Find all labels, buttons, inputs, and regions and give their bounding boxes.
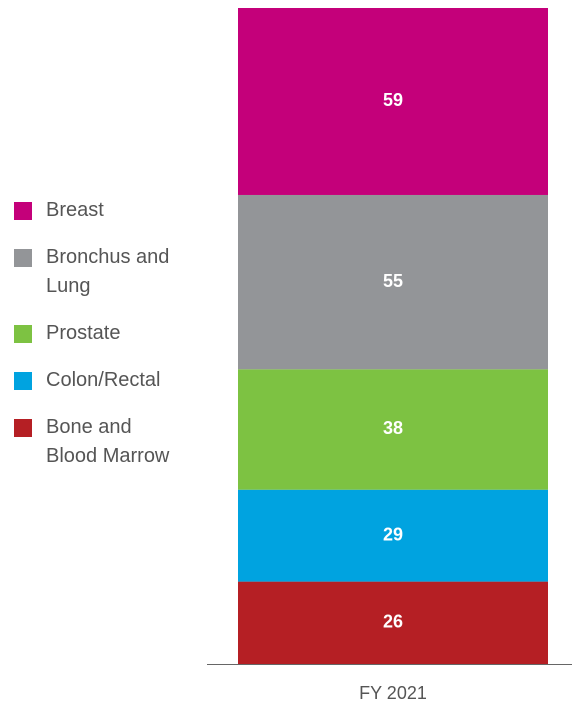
value-label: 38 <box>383 418 403 438</box>
legend-item: Breast <box>14 196 174 225</box>
legend-swatch <box>14 202 32 220</box>
legend-swatch <box>14 372 32 390</box>
bar-segment <box>238 369 548 490</box>
legend-swatch <box>14 325 32 343</box>
legend-item: Prostate <box>14 319 174 348</box>
legend-item: Bronchus and Lung <box>14 243 174 301</box>
legend-swatch <box>14 249 32 267</box>
legend-label: Colon/Rectal <box>46 369 161 391</box>
legend-label: Bronchus and Lung <box>46 246 170 297</box>
bar-segment <box>238 8 548 195</box>
value-label: 29 <box>383 524 403 544</box>
legend-item: Bone and Blood Marrow <box>14 413 174 471</box>
x-tick-label: FY 2021 <box>359 683 427 703</box>
value-label: 26 <box>383 612 403 632</box>
legend-label: Breast <box>46 199 104 221</box>
legend-item: Colon/Rectal <box>14 366 174 395</box>
legend: Breast Bronchus and Lung Prostate Colon/Rec… <box>14 196 174 471</box>
bar-segment <box>238 581 548 664</box>
legend-label: Prostate <box>46 322 121 344</box>
bar-segment <box>238 194 548 370</box>
legend-swatch <box>14 419 32 437</box>
value-label: 55 <box>383 271 403 291</box>
legend-label: Bone and Blood Marrow <box>46 416 170 467</box>
bar-segment <box>238 489 548 582</box>
value-label: 59 <box>383 90 403 110</box>
